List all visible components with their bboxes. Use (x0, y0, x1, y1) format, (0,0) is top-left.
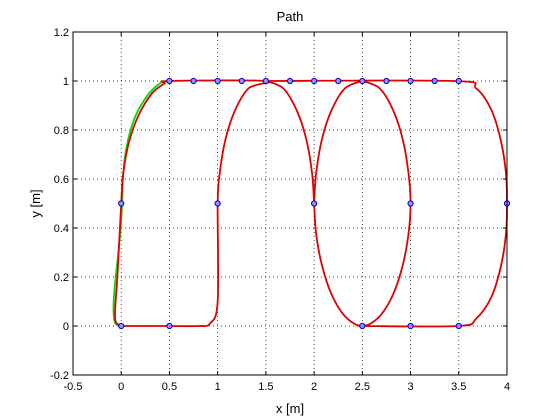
waypoint-marker (311, 77, 318, 85)
x-tick-label: 1 (215, 381, 221, 393)
waypoint-marker (214, 200, 221, 207)
waypoint-marker (190, 77, 197, 85)
waypoint-marker (359, 322, 366, 330)
waypoint-marker (335, 77, 342, 85)
y-axis-label: y [m] (28, 189, 43, 217)
x-tick-label: 0.5 (162, 381, 177, 393)
chart-title: Path (277, 9, 304, 24)
waypoint-marker (118, 322, 125, 330)
waypoint-marker (262, 77, 269, 85)
x-tick-label: 2.5 (355, 381, 370, 393)
waypoint-marker (166, 77, 173, 85)
waypoint-marker (383, 77, 390, 85)
y-tick-label: 0 (63, 321, 69, 333)
plot-area (73, 32, 507, 375)
x-tick-label: 0 (118, 381, 124, 393)
x-tick-label: 3.5 (451, 381, 466, 393)
y-tick-label: 0.8 (54, 125, 69, 137)
y-tick-labels: -0.2 0 0.2 0.4 0.6 0.8 1 1.2 (50, 27, 69, 382)
x-tick-label: 4 (504, 381, 510, 393)
waypoint-marker (407, 200, 414, 207)
waypoint-marker (407, 77, 414, 85)
y-tick-label: 1 (63, 76, 69, 88)
y-tick-label: 0.6 (54, 174, 69, 186)
waypoint-marker (286, 77, 294, 85)
y-tick-label: 0.2 (54, 272, 69, 284)
y-tick-label: -0.2 (50, 370, 69, 382)
x-tick-label: 2 (311, 381, 317, 393)
waypoint-marker (118, 200, 125, 207)
reference-path-line (313, 80, 364, 205)
axes-box (72, 31, 508, 376)
tick-marks (72, 31, 508, 376)
waypoint-marker (238, 77, 245, 85)
waypoint-marker (214, 77, 221, 85)
y-tick-label: 0.4 (54, 223, 69, 235)
x-tick-labels: -0.5 0 0.5 1 1.5 2 2.5 3 3.5 4 (64, 381, 511, 393)
waypoint-marker (359, 77, 366, 85)
x-axis-label: x [m] (276, 401, 304, 416)
waypoint-marker (455, 77, 462, 85)
x-tick-label: 1.5 (258, 381, 273, 393)
x-tick-label: -0.5 (64, 381, 83, 393)
waypoint-marker (455, 322, 462, 330)
waypoint-marker (166, 322, 173, 330)
y-tick-label: 1.2 (54, 27, 69, 39)
waypoint-marker (407, 322, 414, 330)
x-tick-label: 3 (407, 381, 413, 393)
waypoint-marker (311, 200, 318, 207)
waypoint-marker (431, 77, 438, 85)
